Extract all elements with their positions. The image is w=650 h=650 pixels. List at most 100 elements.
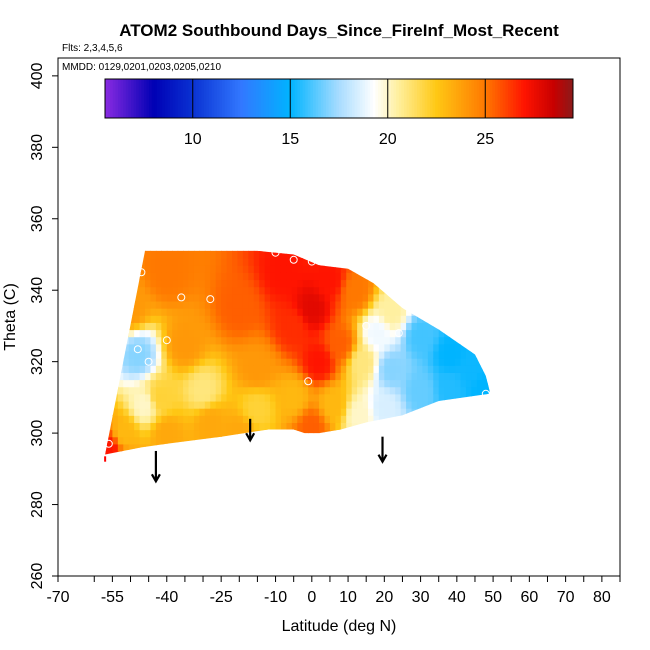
heat-cell <box>193 265 201 273</box>
heat-cell <box>362 393 369 402</box>
heat-cell <box>199 272 206 281</box>
x-tick-label: -40 <box>155 589 178 606</box>
heat-cell <box>204 322 211 331</box>
sample-point <box>271 248 280 257</box>
heat-cell <box>313 315 320 323</box>
heat-cell <box>291 300 298 309</box>
heat-cell <box>150 386 157 395</box>
heat-cell <box>166 350 173 359</box>
colorbar-segment <box>495 79 499 118</box>
colorbar-segment <box>466 79 470 118</box>
heat-cell <box>177 258 184 266</box>
heat-cell <box>427 386 434 395</box>
colorbar-segment <box>539 79 543 118</box>
x-tick-label: -55 <box>101 589 124 606</box>
colorbar-segment <box>203 79 207 118</box>
heat-cell <box>139 436 146 445</box>
heat-cell <box>460 386 467 395</box>
heat-cell <box>177 436 184 445</box>
heat-cell <box>183 415 190 423</box>
heat-cell <box>373 322 380 331</box>
heat-cell <box>422 322 429 331</box>
colorbar-segment <box>125 79 129 118</box>
heat-cell <box>280 322 288 331</box>
sample-point <box>162 336 171 345</box>
heat-cell <box>340 350 347 359</box>
colorbar-segment <box>453 79 457 118</box>
heat-cell <box>368 322 375 331</box>
heat-cell <box>444 372 451 381</box>
heat-cell <box>199 300 206 309</box>
heat-cell <box>275 422 282 431</box>
heat-cell <box>384 408 391 416</box>
heat-cell <box>259 286 266 295</box>
heat-cell <box>465 358 472 366</box>
colorbar-segment <box>547 79 551 118</box>
heat-cell <box>297 322 304 331</box>
heat-cell <box>449 336 456 345</box>
heat-cell <box>123 436 130 445</box>
heat-cell <box>139 272 146 281</box>
heat-cell <box>221 379 228 388</box>
heat-cell <box>177 386 184 395</box>
heat-cell <box>134 429 141 438</box>
heat-cell <box>117 408 124 416</box>
heat-cell <box>177 286 184 295</box>
heat-cell <box>183 429 190 438</box>
heat-cell <box>297 279 304 288</box>
heat-cell <box>357 400 364 409</box>
heat-cell <box>112 415 119 423</box>
heat-cell <box>357 300 364 309</box>
heat-cell <box>155 400 162 409</box>
heat-cell <box>139 372 146 381</box>
heat-cell <box>221 258 228 266</box>
colorbar-segment <box>411 79 415 118</box>
heat-cell <box>319 393 326 402</box>
heat-cell <box>373 293 380 302</box>
heat-cell <box>237 250 244 252</box>
heat-cell <box>270 365 277 373</box>
heat-cell <box>161 358 168 366</box>
heat-cell <box>237 293 244 302</box>
heat-cell <box>139 343 146 352</box>
heat-cell <box>335 308 342 316</box>
heat-cell <box>248 393 255 402</box>
heat-cell <box>335 293 342 302</box>
heat-cell <box>351 272 358 281</box>
heat-cell <box>166 329 173 338</box>
heat-cell <box>248 250 255 252</box>
heat-cell <box>204 350 211 359</box>
heat-cell <box>161 250 168 259</box>
heat-cell <box>248 343 255 352</box>
heat-cell <box>433 379 440 388</box>
heat-cell <box>357 343 364 352</box>
colorbar-segment <box>183 79 187 118</box>
heat-cell <box>373 400 380 409</box>
heat-cell <box>253 400 260 409</box>
heat-cell <box>128 436 135 445</box>
heat-cell <box>210 329 217 338</box>
heat-cell <box>134 443 141 452</box>
heat-cell <box>210 265 217 273</box>
x-tick-label: 80 <box>593 589 611 606</box>
heat-cell <box>183 250 190 252</box>
colorbar-segment <box>292 79 296 118</box>
heat-cell <box>297 265 304 273</box>
heat-cell <box>319 322 326 331</box>
heat-cell <box>422 386 429 395</box>
heat-cell <box>286 408 293 416</box>
heat-cell <box>395 336 402 345</box>
heat-cell <box>145 422 152 431</box>
heat-cell <box>324 279 331 288</box>
heat-cell <box>357 286 364 295</box>
heat-cell <box>188 358 195 366</box>
heat-cell <box>150 265 157 273</box>
heat-cell <box>395 400 402 409</box>
heat-cell <box>123 422 130 431</box>
heat-cell <box>199 358 206 366</box>
heat-cell <box>177 422 184 431</box>
heat-cell <box>264 300 271 309</box>
heat-cell <box>210 279 217 288</box>
heat-cell <box>302 372 309 381</box>
